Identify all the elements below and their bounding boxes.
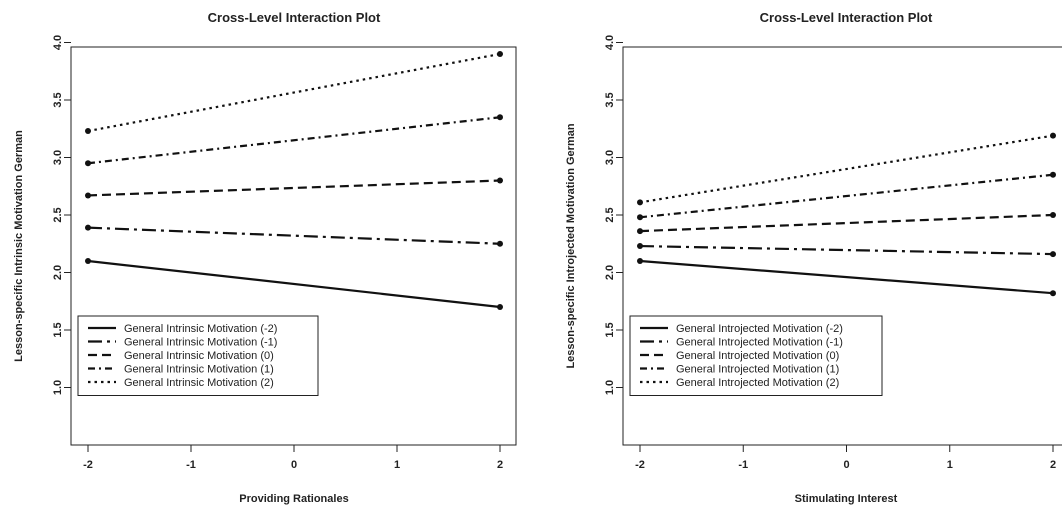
data-point [1050,171,1056,178]
x-axis-label: Providing Rationales [239,493,348,505]
legend-label: General Introjected Motivation (0) [676,350,839,362]
series-line [639,134,1054,204]
data-point [497,240,503,247]
legend-label: General Introjected Motivation (-2) [676,323,843,335]
series-line [87,226,501,245]
series-line [87,52,501,133]
x-tick-label: 0 [843,459,849,471]
x-tick-label: 1 [947,459,953,471]
series-line [639,259,1054,295]
y-tick-label: 3.5 [604,92,616,107]
data-point [637,243,643,250]
legend-label: General Introjected Motivation (1) [676,364,839,376]
y-tick-label: 4.0 [52,35,64,50]
x-tick-label: -1 [738,459,748,471]
y-tick-label: 1.0 [604,380,616,395]
y-tick-label: 2.5 [604,207,616,222]
x-axis-label: Stimulating Interest [795,493,898,505]
legend-label: General Intrinsic Motivation (0) [124,350,274,362]
legend-label: General Introjected Motivation (2) [676,377,839,389]
y-axis-label: Lesson-specific Intrinsic Motivation Ger… [13,130,25,362]
data-point [1050,132,1056,139]
series-lines [637,132,1056,297]
y-tick-label: 1.0 [52,380,64,395]
data-point [1050,212,1056,218]
legend-label: General Intrinsic Motivation (-1) [124,337,277,349]
x-axis: -2 -1 0 1 2 [83,445,503,471]
right-interaction-plot: Cross-Level Interaction Plot -2 -1 0 1 2 1.0… [565,10,1062,505]
data-point [637,258,643,264]
series-lines [85,51,503,310]
x-axis: -2 -1 0 1 2 [635,445,1056,471]
y-tick-label: 3.0 [604,150,616,165]
data-point [497,177,503,184]
data-point [637,199,643,206]
series-line [87,179,501,197]
series-line [87,259,501,309]
data-point [637,214,643,221]
data-point [85,128,91,135]
legend: General Intrinsic Motivation (-2) General… [77,315,319,396]
data-point [1050,290,1056,297]
y-axis: 1.0 1.5 2.0 2.5 3.0 3.5 4.0 [604,35,623,395]
series-line [639,244,1054,256]
x-tick-label: 2 [1050,459,1056,471]
data-point [85,258,91,264]
series-line [639,213,1054,233]
legend-label: General Intrinsic Motivation (-2) [124,323,277,335]
data-point [497,51,503,57]
series-line [87,116,501,165]
chart-title: Cross-Level Interaction Plot [208,10,381,25]
x-tick-label: 2 [497,459,503,471]
legend-box [77,315,319,396]
data-point [85,192,91,199]
y-tick-label: 2.0 [604,265,616,280]
y-axis: 1.0 1.5 2.0 2.5 3.0 3.5 4.0 [52,35,71,395]
data-point [85,160,91,167]
y-tick-label: 3.5 [52,92,64,107]
data-point [1050,251,1056,258]
legend-box [629,315,883,396]
y-tick-label: 1.5 [604,322,616,337]
y-axis-label: Lesson-specific Introjected Motivation G… [565,123,577,368]
y-tick-label: 4.0 [604,35,616,50]
legend-label: General Introjected Motivation (-1) [676,337,843,349]
left-interaction-plot: Cross-Level Interaction Plot -2 -1 0 1 2 1.0… [13,10,517,505]
x-tick-label: -2 [83,459,93,471]
chart-title: Cross-Level Interaction Plot [760,10,933,25]
x-tick-label: -2 [635,459,645,471]
x-tick-label: -1 [186,459,196,471]
data-point [85,224,91,231]
y-tick-label: 3.0 [52,150,64,165]
y-tick-label: 2.5 [52,207,64,222]
y-tick-label: 1.5 [52,322,64,337]
y-tick-label: 2.0 [52,265,64,280]
data-point [637,228,643,235]
legend-label: General Intrinsic Motivation (1) [124,364,274,376]
legend-label: General Intrinsic Motivation (2) [124,377,274,389]
data-point [497,304,503,310]
plot-frame [622,46,1062,446]
x-tick-label: 1 [394,459,400,471]
legend: General Introjected Motivation (-2) Gener… [629,315,883,396]
series-line [639,173,1054,219]
x-tick-label: 0 [291,459,297,471]
data-point [497,114,503,121]
